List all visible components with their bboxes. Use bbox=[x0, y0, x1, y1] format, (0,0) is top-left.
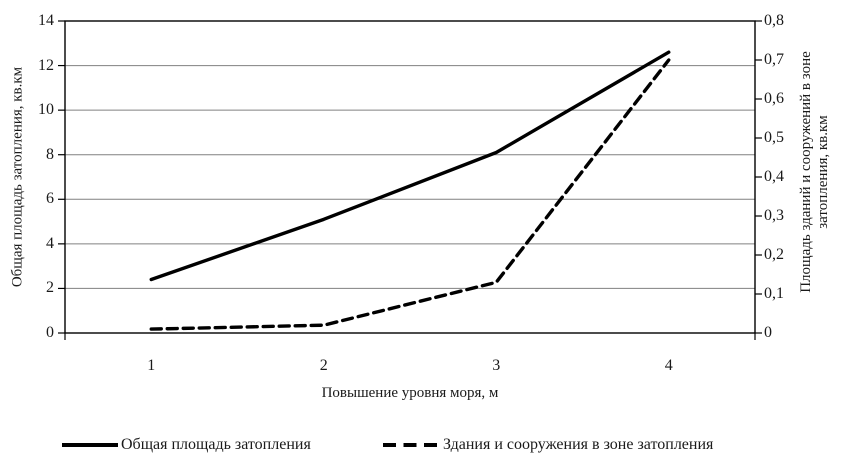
left-axis-label: 14 bbox=[38, 12, 54, 29]
right-axis-label: 0,4 bbox=[764, 168, 784, 185]
x-axis-label: 4 bbox=[664, 357, 673, 374]
x-axis-label: 1 bbox=[147, 357, 156, 374]
right-axis-label: 0,5 bbox=[764, 129, 784, 146]
right-axis-label: 0,3 bbox=[764, 207, 784, 224]
legend-label-buildings: Здания и сооружения в зоне затопления bbox=[443, 436, 714, 453]
right-axis-label: 0,1 bbox=[764, 285, 784, 302]
right-axis-label: 0 bbox=[764, 324, 772, 341]
right-axis-label: 0,6 bbox=[764, 90, 784, 107]
left-axis-label: 0 bbox=[46, 324, 54, 341]
left-axis-title: Общая площадь затопления, кв.км bbox=[9, 66, 26, 288]
right-axis-label: 0,7 bbox=[764, 51, 784, 68]
legend: Общая площадь затопления Здания и сооруж… bbox=[0, 430, 845, 460]
left-axis-label: 10 bbox=[38, 101, 54, 119]
series-line-dashed bbox=[149, 58, 671, 331]
series-line-solid bbox=[149, 50, 671, 282]
right-axis-title-line2: затопления, кв.км bbox=[815, 115, 831, 229]
x-axis-label: 3 bbox=[492, 357, 501, 374]
left-axis-label: 12 bbox=[38, 56, 54, 74]
plot-border bbox=[64, 20, 756, 334]
right-axis-title: Площадь зданий и сооружений в зоне затоп… bbox=[798, 51, 832, 293]
left-axis-label: 4 bbox=[46, 234, 54, 252]
right-axis-title-line1: Площадь зданий и сооружений в зоне bbox=[798, 51, 814, 293]
right-axis-label: 0,8 bbox=[764, 12, 784, 29]
left-axis-label: 6 bbox=[46, 190, 54, 208]
x-axis-label: 2 bbox=[319, 357, 328, 374]
legend-label-total-flood-area: Общая площадь затопления bbox=[121, 436, 311, 453]
legend-dashed-line-sample bbox=[383, 443, 439, 447]
x-axis-title: Повышение уровня моря, м bbox=[321, 385, 499, 401]
left-axis-label: 8 bbox=[46, 145, 54, 163]
right-axis-label: 0,2 bbox=[764, 246, 784, 263]
left-axis-label: 2 bbox=[46, 279, 54, 297]
legend-solid-line-sample bbox=[62, 443, 118, 447]
